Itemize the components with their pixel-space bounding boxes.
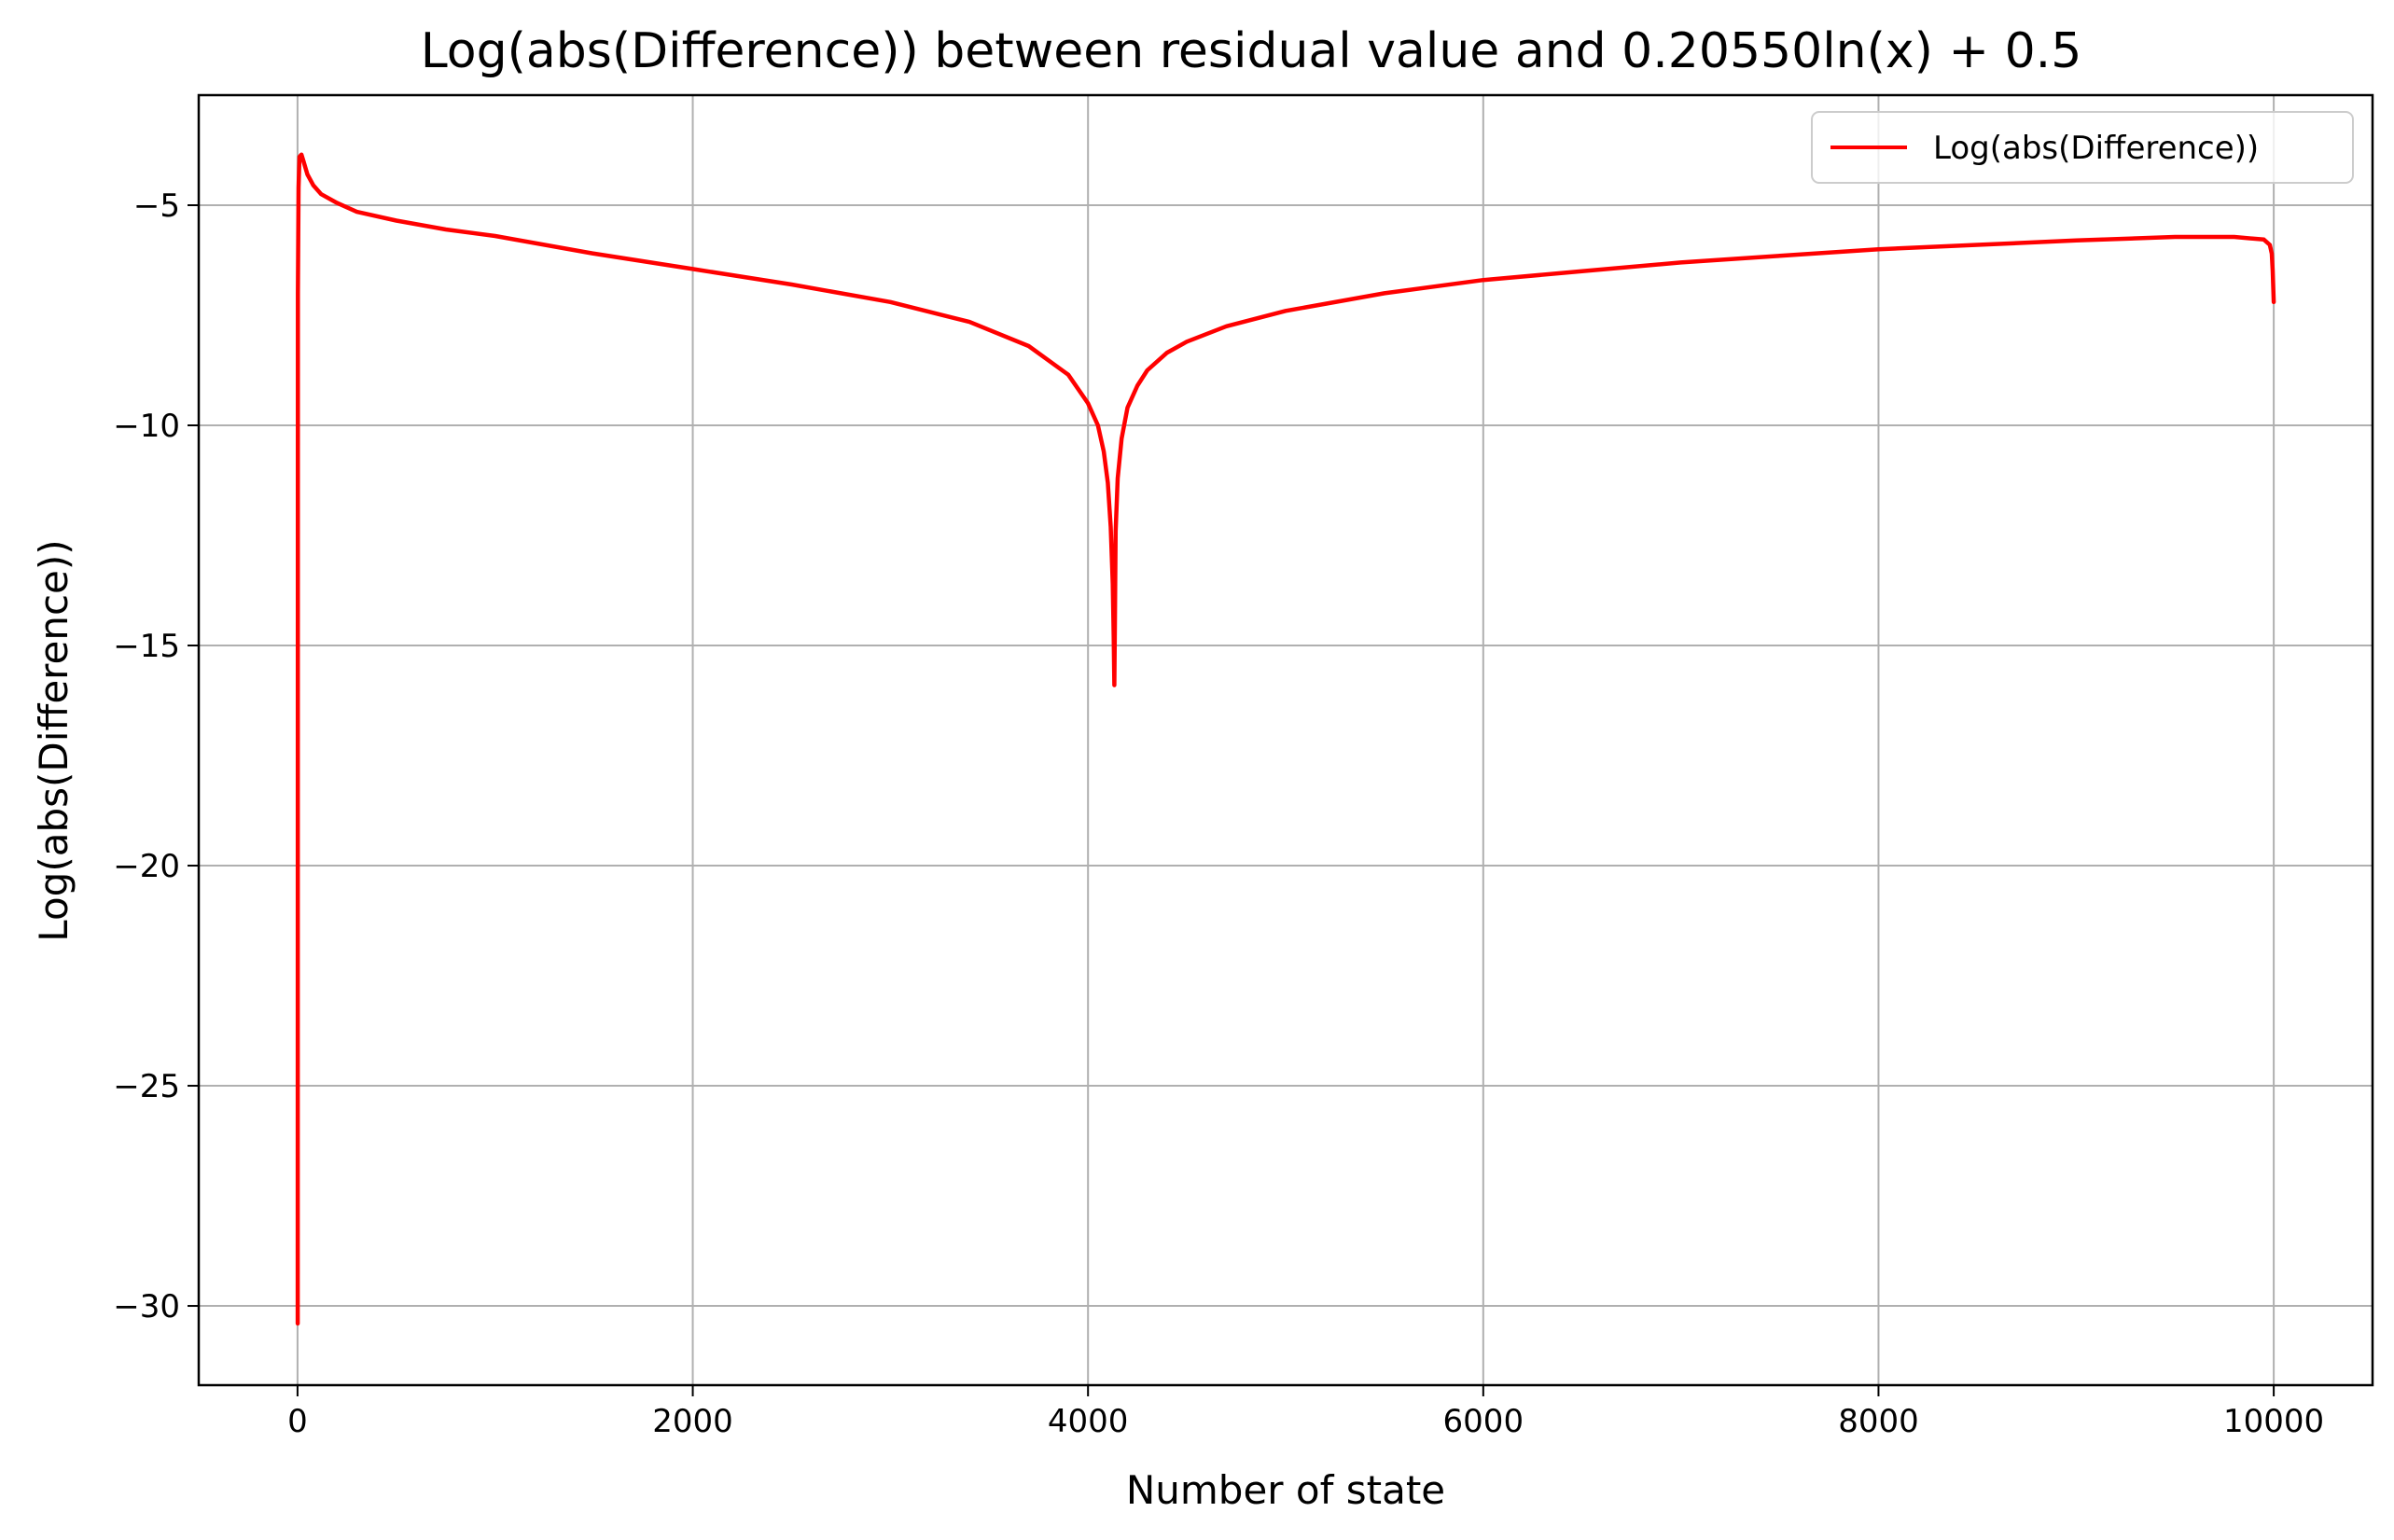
y-tick-label: −10 [113,408,180,445]
x-tick-label: 4000 [1048,1403,1129,1440]
chart-title: Log(abs(Difference)) between residual va… [421,23,2082,79]
x-tick-label: 2000 [652,1403,733,1440]
y-tick-label: −20 [113,848,180,885]
y-tick-label: −25 [113,1068,180,1105]
y-axis-title: Log(abs(Difference)) [31,539,77,941]
x-tick-label: 0 [287,1403,308,1440]
grid-layer [199,95,2373,1385]
legend-label: Log(abs(Difference)) [1933,130,2259,167]
x-axis-title: Number of state [1126,1467,1445,1513]
x-tick-label: 6000 [1443,1403,1524,1440]
y-tick-label: −5 [133,187,180,225]
x-tick-label: 8000 [1838,1403,1919,1440]
y-tick-label: −15 [113,628,180,665]
plot-background [199,95,2373,1385]
series-line [295,152,2276,1326]
series-layer [295,152,2276,1326]
x-axis: 0 2000 4000 6000 8000 10000 [287,1385,2324,1440]
plot-area [197,93,2374,1387]
legend: Log(abs(Difference)) [1811,111,2354,184]
y-tick-label: −30 [113,1288,180,1325]
legend-box [1811,111,2354,184]
plot-frame [197,93,2374,1387]
y-axis: −30 −25 −20 −15 −10 −5 [113,187,199,1325]
x-tick-label: 10000 [2223,1403,2324,1440]
